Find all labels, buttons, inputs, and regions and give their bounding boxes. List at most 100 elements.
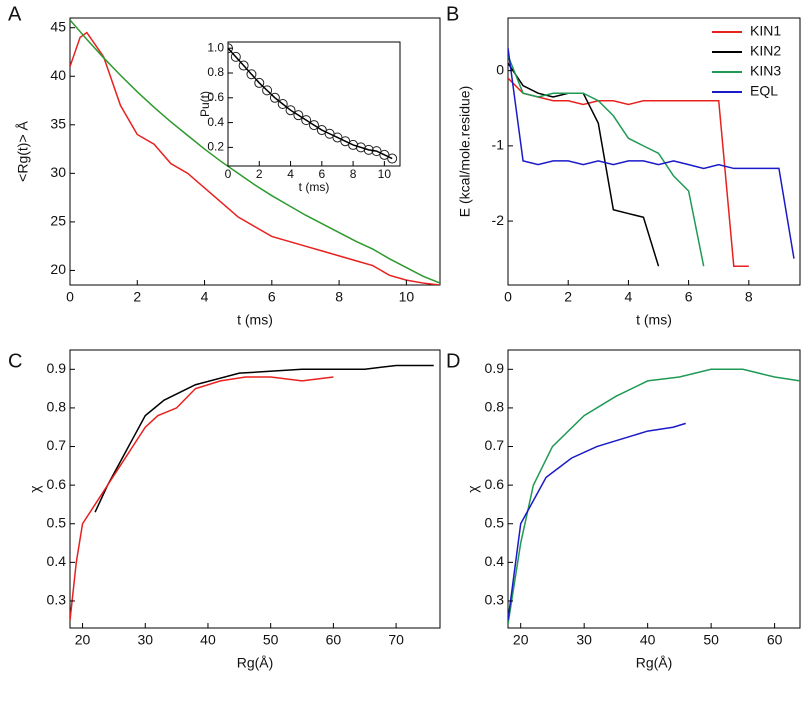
x-tick-label: 2 [133,289,141,305]
y-tick-label: 0.8 [47,399,67,415]
panel-letter: A [8,3,22,25]
x-tick-label: 0 [225,167,232,181]
x-tick-label: 30 [137,632,153,648]
marker [238,60,249,71]
marker [293,110,304,121]
y-tick-label: 0.8 [207,65,224,79]
panel-letter: D [446,350,460,372]
y-tick-label: 0.3 [47,592,67,608]
plot-frame [69,349,441,629]
panel-letter: C [8,350,22,372]
y-tick-label: 40 [50,67,66,83]
y-tick-label: 30 [50,164,66,180]
series-line [70,376,334,621]
marker [230,51,241,62]
plot-area [508,47,795,267]
y-axis-label: χ [27,485,43,493]
y-tick-label: 0.5 [47,514,67,530]
x-axis-label: Rg(Å) [636,655,673,671]
marker [348,139,359,150]
x-axis-label: t (ms) [299,180,330,194]
y-tick-label: 0.6 [485,476,505,492]
x-tick-label: 6 [318,167,325,181]
series-line [228,47,393,160]
x-tick-label: 4 [201,289,209,305]
plot-area [70,364,434,621]
y-tick-label: 0.7 [485,437,505,453]
y-tick-label: 0.4 [207,115,224,129]
y-axis-label: <Rg(t)> Å [15,121,31,182]
marker [301,115,312,126]
legend-label: EQL [750,83,778,99]
marker [387,153,398,164]
series-line [508,55,705,267]
x-tick-label: 6 [268,289,276,305]
y-tick-label: 0 [496,61,504,77]
y-axis-label: Pu(t) [198,91,212,117]
x-tick-label: 4 [287,167,294,181]
y-tick-label: 0.6 [207,90,224,104]
plot-frame [227,41,401,167]
y-tick-label: 1.0 [207,40,224,54]
plot-area [508,368,800,625]
marker [277,99,288,109]
x-tick-label: 20 [513,632,529,648]
y-tick-label: 45 [50,18,66,34]
marker [254,77,265,88]
series-line [508,422,686,621]
marker [269,92,280,103]
legend-label: KIN2 [750,43,781,59]
x-tick-label: 40 [640,632,656,648]
y-tick-label: 25 [50,213,66,229]
x-tick-label: 50 [703,632,719,648]
y-tick-label: 0.6 [47,476,67,492]
y-tick-label: 0.4 [485,553,505,569]
x-tick-label: 40 [200,632,216,648]
x-tick-label: 6 [685,289,693,305]
y-tick-label: 0.8 [485,399,505,415]
y-axis-label: χ [465,485,481,493]
y-tick-label: 0.2 [207,140,224,154]
y-axis-label: E (kcal/mole.residue) [457,86,473,218]
marker [285,105,296,116]
y-tick-label: -1 [492,137,505,153]
x-tick-label: 70 [388,632,404,648]
plot-area [70,19,440,285]
x-tick-label: 4 [625,289,633,305]
x-tick-label: 8 [335,289,343,305]
x-tick-label: 50 [263,632,279,648]
y-tick-label: 0.9 [47,360,67,376]
plot-frame [507,349,801,629]
series-line [94,364,434,513]
y-tick-label: 0.9 [485,360,505,376]
x-tick-label: 2 [256,167,263,181]
y-tick-label: 0.4 [47,553,67,569]
series-line [70,31,440,285]
x-axis-label: t (ms) [636,312,672,328]
x-tick-label: 0 [504,289,512,305]
y-tick-label: 0.5 [485,514,505,530]
legend-label: KIN3 [750,63,781,79]
series-line [508,77,749,267]
panel-letter: B [446,3,459,25]
y-tick-label: 35 [50,116,66,132]
x-axis-label: Rg(Å) [237,655,274,671]
x-tick-label: 10 [378,167,392,181]
x-tick-label: 30 [576,632,592,648]
x-tick-label: 20 [75,632,91,648]
marker [309,120,319,131]
x-axis-label: t (ms) [237,312,273,328]
x-tick-label: 10 [399,289,415,305]
y-tick-label: 20 [50,261,66,277]
x-tick-label: 8 [350,167,357,181]
x-tick-label: 60 [767,632,783,648]
y-tick-label: 0.3 [485,592,505,608]
marker [262,85,273,96]
legend-label: KIN1 [750,23,781,39]
marker [355,142,366,153]
x-tick-label: 2 [564,289,572,305]
series-line [70,19,440,284]
y-tick-label: -2 [492,212,505,228]
series-line [508,47,795,259]
